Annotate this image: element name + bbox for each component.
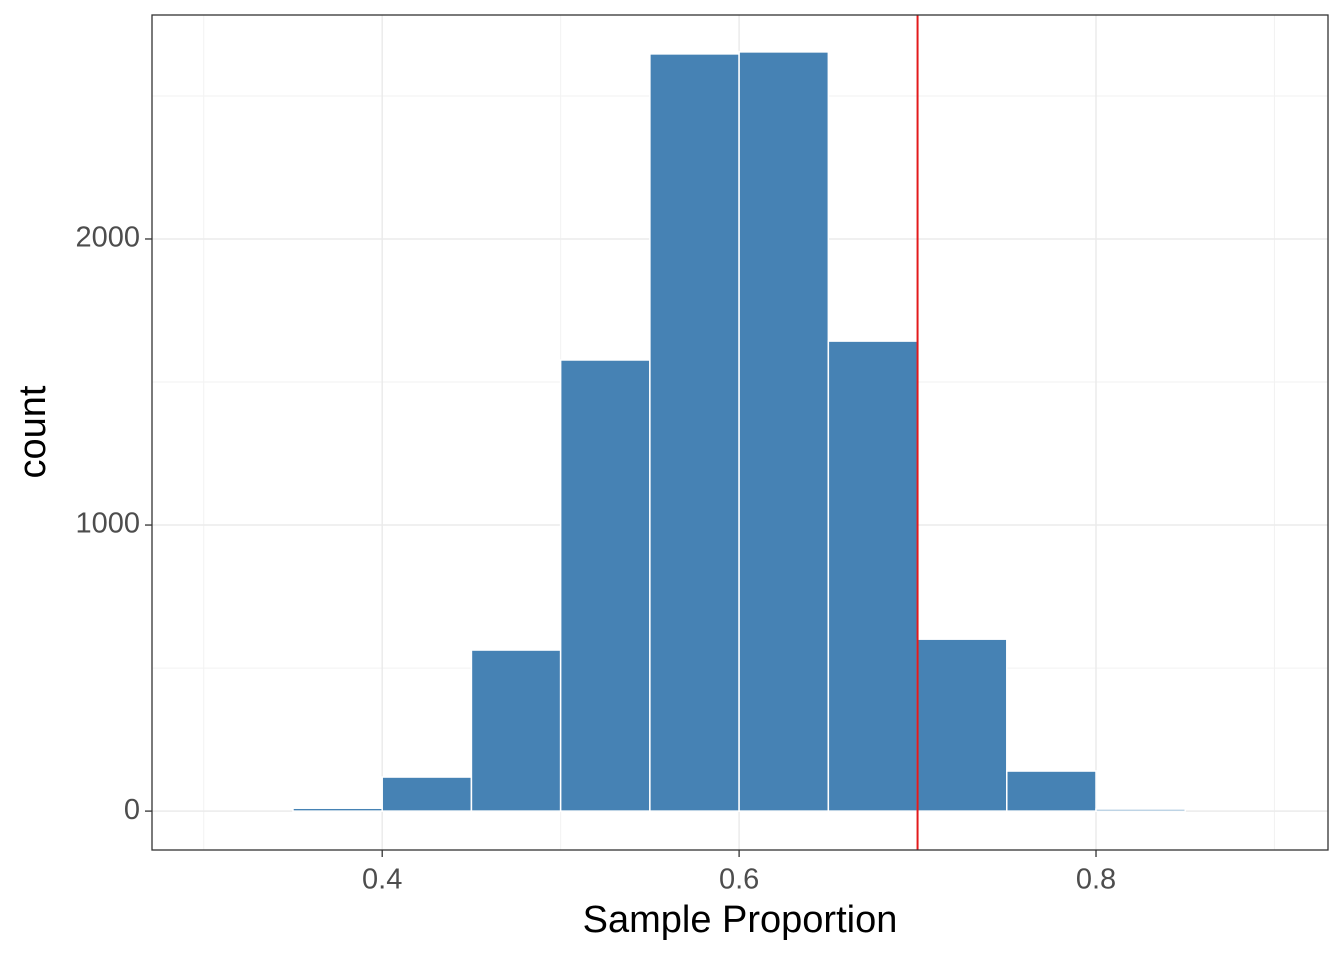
panel-border	[151, 14, 1329, 851]
bar	[1095, 808, 1186, 812]
bar	[1006, 770, 1097, 812]
x-axis-title: Sample Proportion	[583, 899, 898, 941]
bar	[292, 807, 383, 812]
y-tick-label: 2000	[75, 222, 140, 254]
x-tick-label: 0.8	[1076, 864, 1116, 896]
bar	[381, 776, 473, 812]
bar	[559, 359, 651, 812]
y-axis-title: count	[12, 385, 54, 478]
bar	[827, 340, 919, 812]
x-tick-label: 0.4	[362, 864, 402, 896]
bar	[649, 53, 740, 812]
bar	[738, 51, 830, 812]
bar	[470, 649, 562, 812]
y-tick-label: 0	[124, 794, 140, 826]
x-tick-label: 0.6	[719, 864, 759, 896]
bar	[916, 638, 1008, 812]
y-tick-label: 1000	[75, 508, 140, 540]
